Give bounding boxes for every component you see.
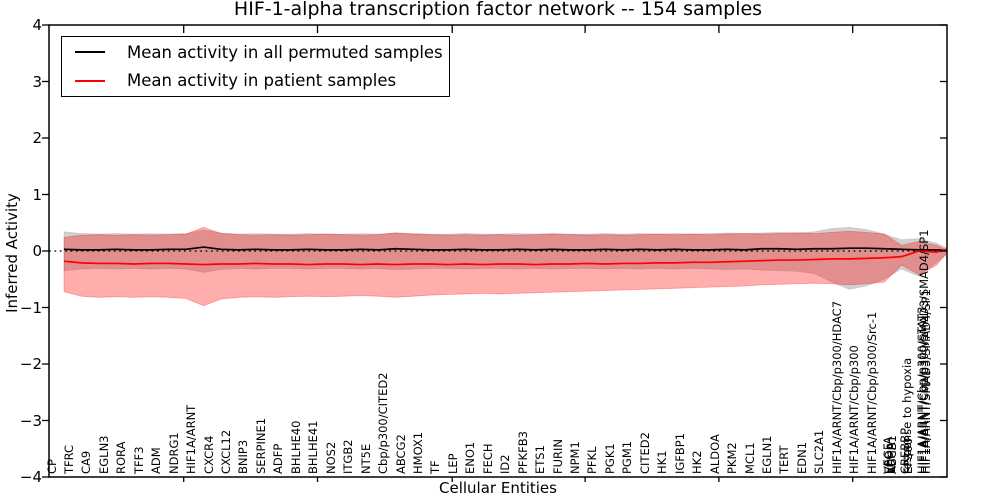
x-category-label: BNIP3: [236, 439, 251, 474]
x-category-label: ADFP: [271, 443, 286, 474]
x-category-label: NDRG1: [166, 432, 181, 474]
x-category-label: EGLN1: [759, 435, 774, 474]
x-category-label: ENO1: [463, 441, 478, 474]
x-category-label: EDN1: [794, 441, 809, 474]
x-category-label: EPO: [882, 450, 897, 474]
x-category-label: SERPINE1: [253, 417, 268, 474]
x-category-label: BHLHE41: [306, 420, 321, 475]
x-category-label: TF: [428, 460, 443, 474]
legend-label-patient: Mean activity in patient samples: [127, 71, 397, 91]
x-category-label: SLC2A1: [812, 429, 827, 474]
x-category-label: HIF1A/ARNT: [184, 404, 199, 474]
y-tick-label: 4: [32, 16, 42, 34]
x-category-label: BHLHE40: [288, 420, 303, 475]
x-category-label: HIF1A/ARNT/Cbp/p300: [847, 345, 862, 474]
x-category-label: PFKL: [585, 446, 600, 475]
x-category-label: IGFBP1: [672, 432, 687, 474]
x-category-label: PGK1: [602, 443, 617, 474]
y-tick-label: 0: [32, 242, 42, 260]
x-category-label: NOS2: [323, 441, 338, 474]
x-category-label: FURIN: [550, 438, 565, 474]
y-tick-label: 2: [32, 129, 42, 147]
x-category-label: PKM2: [725, 442, 740, 474]
x-category-label: EGLN3: [96, 435, 111, 474]
legend-line-patient-icon: [75, 79, 105, 82]
x-category-label: ABCG2: [393, 434, 408, 474]
patient-std-band: [63, 226, 948, 307]
x-category-label: CA9: [79, 450, 94, 474]
legend-label-permuted: Mean activity in all permuted samples: [127, 42, 443, 62]
x-category-label: FECH: [480, 443, 495, 474]
x-category-label: CP: [44, 459, 59, 474]
legend-item-patient: Mean activity in patient samples: [62, 68, 449, 94]
permuted-mean-line: [63, 246, 948, 252]
x-category-label: CXCL12: [219, 429, 233, 474]
x-category-label: response to hypoxia: [899, 357, 914, 474]
x-category-label: ITGB2: [341, 439, 356, 474]
y-tick-label: −2: [19, 355, 42, 373]
x-category-label: HIF1A/ARNT/Cbp/p300/SMAD3/SMAD4/SP1: [917, 229, 931, 474]
x-category-label: TFF3: [131, 446, 146, 474]
y-tick-label: 1: [32, 185, 42, 204]
y-tick-label: 3: [32, 72, 42, 91]
legend: Mean activity in all permuted samples Me…: [61, 36, 450, 97]
x-category-label: CXCR4: [201, 435, 216, 474]
x-category-label: ADM: [149, 447, 164, 474]
x-category-label: TERT: [777, 445, 792, 474]
x-category-label: CITED2: [637, 432, 652, 474]
patient-mean-line: [63, 248, 948, 266]
x-category-label: TFRC: [61, 444, 76, 474]
x-category-label: MCL1: [742, 442, 757, 474]
x-category-label: ID2: [498, 454, 513, 474]
legend-line-permuted-icon: [75, 51, 105, 54]
x-category-label: PFKFB3: [515, 431, 530, 474]
chart-title: HIF-1-alpha transcription factor network…: [233, 0, 763, 20]
y-tick-label: −3: [19, 411, 42, 430]
x-category-label: HIF1A/ARNT/Cbp/p300/Src-1: [864, 311, 879, 474]
x-category-label: Cbp/p300/CITED2: [376, 372, 391, 474]
x-category-label: NT5E: [358, 443, 373, 474]
x-category-label: PGM1: [620, 440, 635, 474]
x-category-label: HK1: [655, 450, 670, 474]
x-category-label: HK2: [690, 450, 705, 474]
legend-item-permuted: Mean activity in all permuted samples: [62, 39, 449, 65]
y-tick-label: −1: [19, 298, 42, 317]
x-category-label: LEP: [445, 453, 460, 474]
x-category-label: HMOX1: [410, 431, 425, 474]
x-category-label: ALDOA: [707, 434, 722, 474]
x-category-label: HIF1A/ARNT/Cbp/p300/HDAC7: [829, 300, 844, 474]
y-tick-label: −4: [19, 468, 42, 486]
x-category-label: NPM1: [568, 441, 582, 474]
x-category-label: RORA: [114, 441, 129, 474]
x-category-label: ETS1: [533, 445, 548, 474]
x-axis-label: Cellular Entities: [439, 479, 557, 497]
